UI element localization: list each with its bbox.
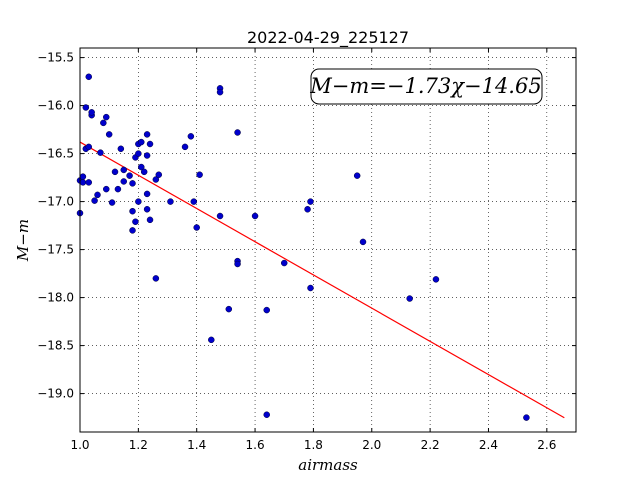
- y-tick-label: −17.5: [37, 243, 74, 257]
- data-point: [103, 185, 110, 193]
- data-point: [263, 411, 270, 418]
- data-point: [138, 163, 145, 171]
- data-point: [406, 295, 413, 302]
- data-point: [234, 260, 241, 268]
- data-point: [120, 178, 128, 185]
- data-point: [155, 171, 163, 178]
- x-tick-label: 1.0: [70, 438, 89, 452]
- y-tick-label: −16.5: [37, 147, 74, 161]
- data-point: [225, 305, 233, 313]
- data-point: [181, 143, 189, 151]
- plot-frame: [79, 47, 577, 433]
- data-point: [167, 198, 174, 205]
- data-point: [304, 206, 311, 213]
- data-point: [100, 119, 107, 127]
- ticks: 1.0 1.2 1.4 1.6 1.8 2.0 2.2 2.4 2.6 −15.5 −16.0 −16…: [37, 48, 576, 452]
- fit-line: [79, 141, 565, 419]
- x-tick-label: 1.2: [129, 438, 148, 452]
- data-point: [234, 129, 241, 136]
- data-point: [117, 145, 125, 153]
- data-point: [208, 336, 215, 344]
- data-point: [146, 140, 154, 148]
- x-axis-label: airmass: [298, 456, 358, 474]
- grid: [79, 48, 576, 432]
- data-point: [359, 238, 367, 246]
- data-point: [251, 212, 259, 220]
- data-point: [216, 88, 224, 96]
- x-tick-label: 2.6: [537, 438, 556, 452]
- data-point: [91, 197, 98, 204]
- data-point: [143, 152, 151, 159]
- data-point: [307, 284, 314, 292]
- data-point: [216, 212, 224, 220]
- annotation-box: [310, 68, 543, 105]
- data-point: [135, 150, 142, 157]
- plot-area: [80, 48, 576, 432]
- data-point: [263, 306, 270, 314]
- x-tick-label: 2.0: [362, 438, 381, 452]
- data-point: [111, 168, 119, 176]
- data-point: [353, 172, 361, 179]
- data-point: [135, 198, 142, 205]
- data-point: [143, 206, 151, 213]
- data-point: [143, 131, 151, 138]
- data-point: [146, 216, 154, 224]
- data-point: [432, 276, 440, 283]
- data-point: [114, 185, 122, 193]
- data-point: [108, 199, 116, 206]
- data-point: [196, 171, 203, 178]
- data-point: [103, 113, 110, 121]
- data-point: [129, 180, 136, 187]
- data-point: [88, 109, 95, 116]
- data-point: [140, 168, 148, 176]
- y-tick-label: −17.0: [37, 195, 74, 209]
- data-point: [129, 207, 136, 215]
- data-point: [523, 414, 530, 421]
- x-tick-label: 1.6: [246, 438, 265, 452]
- chart-title: 2022-04-29_225127: [247, 28, 409, 48]
- data-point: [79, 179, 87, 186]
- y-tick-label: −18.0: [37, 291, 74, 305]
- y-tick-label: −19.0: [37, 387, 74, 401]
- data-point: [307, 198, 314, 205]
- data-point: [79, 173, 87, 180]
- data-point: [85, 73, 93, 81]
- data-point: [120, 166, 128, 174]
- data-point: [82, 104, 90, 111]
- x-tick-label: 1.4: [187, 438, 206, 452]
- data-point: [85, 143, 93, 151]
- fit-line-group: [79, 141, 565, 419]
- data-point: [105, 131, 113, 138]
- y-tick-label: −18.5: [37, 339, 74, 353]
- data-point: [126, 172, 133, 179]
- fit-equation-annotation: M−m=−1.73χ−14.65: [309, 74, 541, 98]
- data-point: [143, 190, 151, 198]
- data-points: [76, 73, 530, 421]
- data-point: [280, 259, 288, 267]
- data-point: [129, 227, 136, 234]
- data-point: [94, 191, 101, 199]
- data-point: [97, 149, 104, 156]
- data-point: [190, 198, 198, 205]
- data-point: [193, 224, 200, 231]
- y-tick-label: −15.5: [37, 51, 74, 65]
- data-point: [187, 133, 195, 140]
- x-tick-label: 2.4: [479, 438, 498, 452]
- x-tick-label: 1.8: [304, 438, 323, 452]
- data-point: [152, 176, 160, 183]
- y-tick-label: −16.0: [37, 99, 74, 113]
- data-point: [132, 218, 139, 226]
- data-point: [138, 138, 145, 146]
- data-point: [152, 275, 160, 282]
- data-point: [85, 179, 93, 186]
- y-axis-label: M−m: [14, 219, 32, 262]
- x-tick-label: 2.2: [421, 438, 440, 452]
